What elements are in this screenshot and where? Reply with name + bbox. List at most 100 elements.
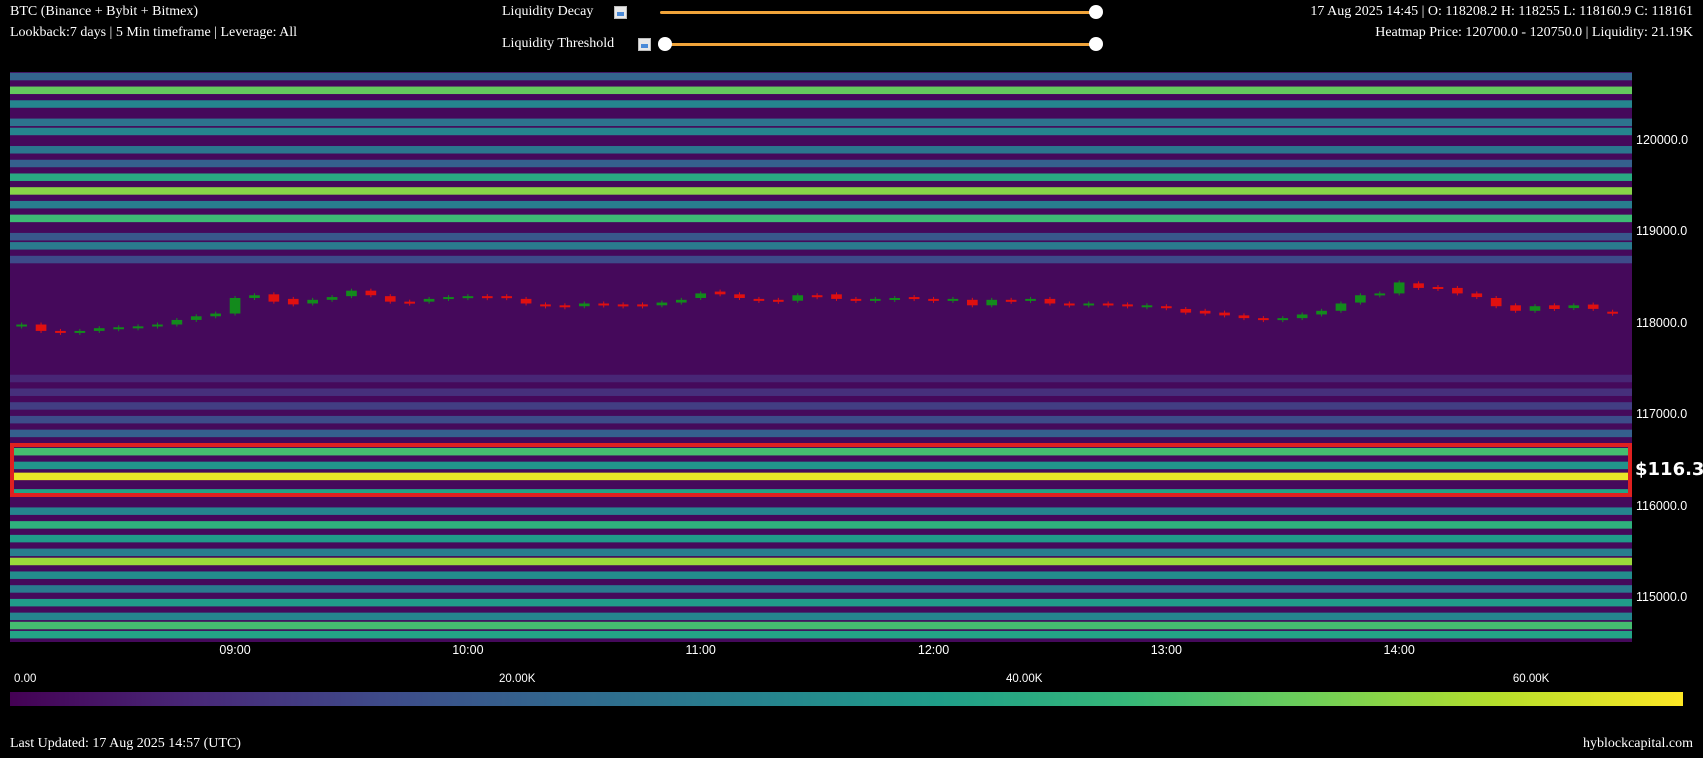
candle-up: [171, 319, 183, 325]
liquidity-band: [10, 548, 1632, 557]
liquidity-band: [10, 187, 1632, 195]
highlighted-liquidity-zone: [10, 443, 1632, 497]
candle-down: [617, 304, 629, 307]
colorbar-tick-label: 40.00K: [1005, 673, 1043, 685]
candle-up: [326, 297, 338, 300]
candle-down: [520, 298, 532, 304]
candle-up: [210, 313, 221, 317]
liquidity-band: [10, 472, 1632, 481]
candle-up: [16, 324, 27, 327]
y-tick-label: 119000.0: [1636, 224, 1688, 239]
decay-slider-track[interactable]: [660, 11, 1096, 14]
candle-up: [113, 327, 124, 330]
candle-up: [249, 295, 260, 298]
candle-up: [947, 298, 959, 301]
threshold-slider-max-thumb[interactable]: [1089, 37, 1103, 51]
candle-down: [1238, 315, 1250, 319]
x-tick-label: 12:00: [917, 643, 950, 657]
liquidity-band: [10, 621, 1632, 630]
liquidity-band: [10, 461, 1632, 470]
heatmap-background: [10, 72, 1632, 642]
candle-up: [190, 316, 202, 320]
candle-down: [1549, 305, 1560, 309]
liquidity-band: [10, 146, 1632, 154]
liquidity-band: [10, 585, 1632, 593]
candle-up: [1355, 295, 1366, 303]
liquidity-band: [10, 200, 1632, 209]
candle-down: [1607, 311, 1618, 314]
candle-up: [346, 290, 357, 297]
liquidity-heatmap[interactable]: [10, 72, 1632, 642]
candle-down: [637, 304, 648, 307]
liquidity-colorbar: [10, 692, 1683, 706]
y-tick-label: 116000.0: [1636, 498, 1688, 513]
heatmap-info: Heatmap Price: 120700.0 - 120750.0 | Liq…: [1375, 25, 1693, 40]
candle-down: [753, 298, 765, 301]
brand-link[interactable]: hyblockcapital.com: [1582, 736, 1693, 751]
threshold-slider-track[interactable]: [664, 43, 1096, 46]
candle-down: [1122, 304, 1133, 307]
liquidity-band: [10, 557, 1632, 566]
candle-up: [1296, 314, 1308, 319]
liquidity-band: [10, 534, 1632, 543]
liquidity-band: [10, 521, 1632, 529]
candle-down: [1044, 298, 1056, 304]
decay-slider-thumb[interactable]: [1089, 5, 1103, 19]
liquidity-band: [10, 402, 1632, 410]
candle-up: [675, 299, 687, 303]
liquidity-band: [10, 415, 1632, 424]
candle-down: [966, 299, 978, 306]
candle-down: [540, 304, 551, 307]
candle-up: [869, 298, 881, 301]
candle-down: [1471, 293, 1483, 298]
candle-up: [74, 330, 86, 333]
candle-down: [1064, 303, 1075, 306]
candle-down: [1452, 287, 1463, 294]
candle-down: [1219, 312, 1230, 316]
candle-up: [1393, 282, 1405, 294]
candle-up: [1316, 310, 1327, 315]
x-tick-label: 11:00: [685, 643, 716, 657]
x-tick-label: 13:00: [1150, 643, 1182, 657]
candle-down: [1180, 308, 1192, 313]
ohlc-readout: 17 Aug 2025 14:45 | O: 118208.2 H: 11825…: [1310, 4, 1693, 19]
candle-up: [443, 297, 454, 300]
candle-down: [55, 330, 66, 333]
candle-up: [1083, 303, 1095, 306]
candle-down: [481, 296, 493, 299]
liquidity-band: [10, 255, 1632, 264]
x-tick-label: 09:00: [219, 643, 251, 657]
candle-up: [1374, 293, 1386, 296]
candle-up: [889, 297, 901, 300]
colorbar-tick-label: 0.00: [14, 673, 37, 685]
candle-up: [93, 328, 105, 331]
candle-up: [229, 297, 241, 314]
candle-up: [1568, 305, 1580, 309]
candle-down: [850, 298, 862, 301]
last-updated: Last Updated: 17 Aug 2025 14:57 (UTC): [10, 736, 241, 751]
x-tick-label: 14:00: [1383, 643, 1415, 657]
liquidity-band: [10, 173, 1632, 181]
liquidity-band: [10, 159, 1632, 168]
liquidity-band: [10, 100, 1632, 108]
liquidity-band: [10, 86, 1632, 95]
candle-up: [152, 324, 163, 327]
candle-down: [1510, 305, 1521, 311]
threshold-slider-min-thumb[interactable]: [658, 37, 672, 51]
candle-up: [132, 326, 144, 329]
liquidity-band: [10, 612, 1632, 621]
candle-down: [404, 301, 416, 304]
candle-up: [695, 293, 707, 298]
candle-down: [772, 299, 784, 302]
candle-down: [908, 297, 920, 300]
candle-down: [1413, 283, 1424, 288]
candle-down: [598, 303, 610, 306]
candle-down: [287, 298, 299, 305]
liquidity-band: [10, 630, 1632, 639]
y-tick-label: 118000.0: [1636, 315, 1688, 330]
liquidity-band: [10, 72, 1632, 81]
liquidity-threshold-label: Liquidity Threshold: [502, 36, 615, 51]
liquidity-band: [10, 388, 1632, 396]
liquidity-band: [10, 127, 1632, 136]
candle-up: [1277, 318, 1289, 321]
